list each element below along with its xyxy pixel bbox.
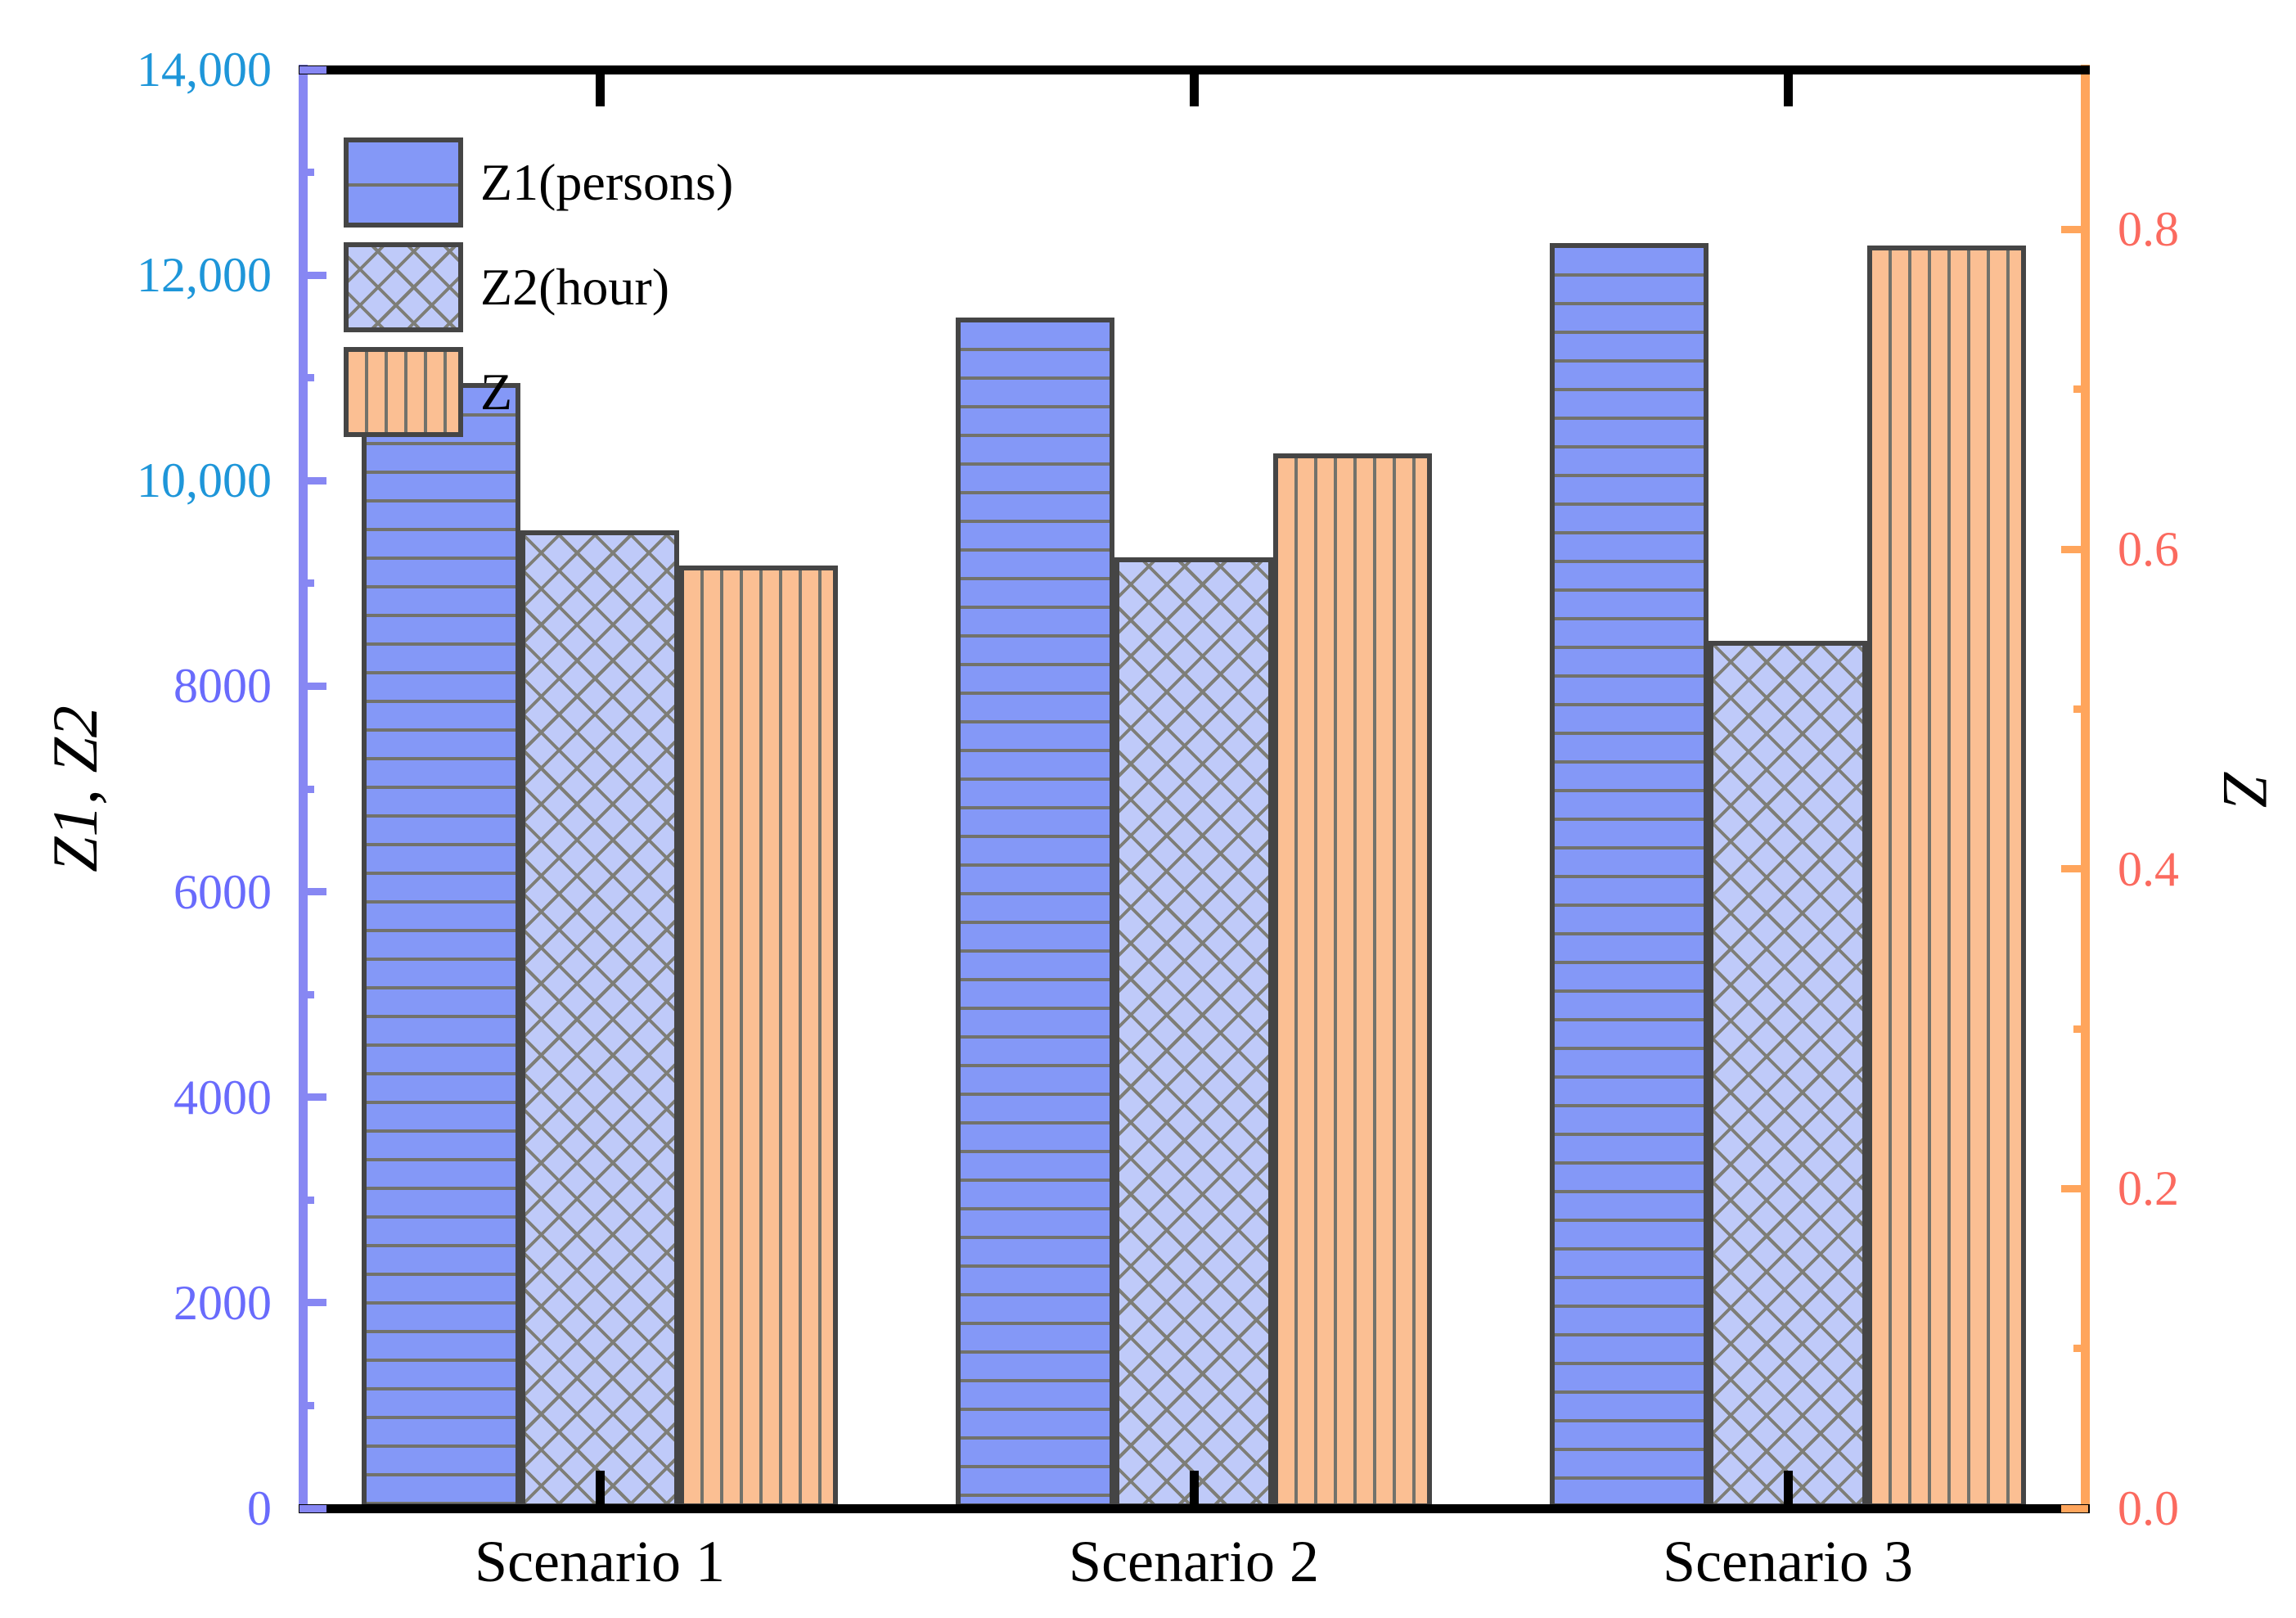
bar-z-scenario-3: [1867, 245, 2026, 1508]
bar-z2-hour--scenario-2: [1114, 557, 1273, 1508]
bottom-axis-spine: [298, 1503, 2090, 1513]
left-axis-tick-label: 10,000: [137, 453, 272, 508]
right-axis-major-tick: [2061, 1504, 2088, 1512]
left-axis-major-tick: [299, 476, 326, 484]
right-axis-major-tick: [2061, 1184, 2088, 1192]
left-axis-minor-tick: [299, 1196, 314, 1204]
right-axis-spine: [2080, 65, 2090, 1513]
x-axis-top-tick: [1783, 74, 1793, 106]
legend-item-label: Z2(hour): [480, 258, 670, 316]
legend-item-label: Z1(persons): [480, 153, 734, 211]
x-axis-bottom-tick: [595, 1471, 605, 1508]
left-axis-minor-tick: [299, 1401, 314, 1409]
left-axis-tick-label: 12,000: [137, 248, 272, 303]
right-axis-minor-tick: [2073, 1025, 2088, 1033]
left-axis-major-tick: [299, 1504, 326, 1512]
bar-z2-hour--scenario-1: [520, 530, 679, 1508]
bar-z1-persons--scenario-3: [1550, 243, 1708, 1508]
right-axis-minor-tick: [2073, 385, 2088, 394]
right-axis-tick-label: 0.8: [2118, 202, 2179, 257]
right-axis-minor-tick: [2073, 705, 2088, 713]
bar-z-scenario-2: [1273, 453, 1432, 1508]
left-axis-tick-label: 6000: [173, 864, 272, 919]
left-axis-major-tick: [299, 888, 326, 896]
x-axis-top-tick: [595, 74, 605, 106]
left-axis-major-tick: [299, 65, 326, 74]
legend-swatch-z1-persons-: [344, 137, 463, 228]
left-axis-minor-tick: [299, 579, 314, 588]
left-axis-major-tick: [299, 1299, 326, 1307]
right-axis-tick-label: 0.0: [2118, 1481, 2179, 1535]
right-axis-major-tick: [2061, 865, 2088, 873]
left-axis-tick-label: 2000: [173, 1275, 272, 1330]
bar-z-scenario-1: [679, 565, 838, 1508]
bar-z1-persons--scenario-1: [362, 382, 520, 1508]
legend-swatch-z: [344, 347, 463, 437]
right-axis-tick-label: 0.2: [2118, 1161, 2179, 1216]
bar-z2-hour--scenario-3: [1708, 641, 1867, 1508]
right-axis-tick-label: 0.4: [2118, 841, 2179, 896]
x-axis-bottom-tick: [1189, 1471, 1199, 1508]
left-axis-major-tick: [299, 271, 326, 279]
left-axis-tick-label: 14,000: [137, 43, 272, 97]
right-axis-minor-tick: [2073, 1345, 2088, 1353]
x-axis-category-label: Scenario 3: [1663, 1529, 1913, 1594]
x-axis-top-tick: [1189, 74, 1199, 106]
left-axis-title: Z1, Z2: [39, 705, 110, 872]
legend-item-label: Z: [480, 363, 513, 421]
right-axis-title: Z: [2210, 771, 2281, 807]
left-axis-major-tick: [299, 1093, 326, 1102]
right-axis-major-tick: [2061, 545, 2088, 553]
x-axis-bottom-tick: [1783, 1471, 1793, 1508]
left-axis-tick-label: 8000: [173, 659, 272, 714]
left-axis-minor-tick: [299, 374, 314, 382]
right-axis-tick-label: 0.6: [2118, 522, 2179, 576]
left-axis-major-tick: [299, 682, 326, 690]
left-axis-minor-tick: [299, 785, 314, 793]
right-axis-major-tick: [2061, 225, 2088, 233]
left-axis-minor-tick: [299, 990, 314, 998]
top-axis-spine: [298, 65, 2090, 74]
left-axis-tick-label: 0: [247, 1481, 272, 1535]
bar-z1-persons--scenario-2: [956, 317, 1114, 1508]
left-axis-tick-label: 4000: [173, 1070, 272, 1124]
x-axis-category-label: Scenario 1: [475, 1529, 725, 1594]
legend-swatch-z2-hour-: [344, 242, 463, 332]
left-axis-minor-tick: [299, 169, 314, 177]
x-axis-category-label: Scenario 2: [1069, 1529, 1319, 1594]
